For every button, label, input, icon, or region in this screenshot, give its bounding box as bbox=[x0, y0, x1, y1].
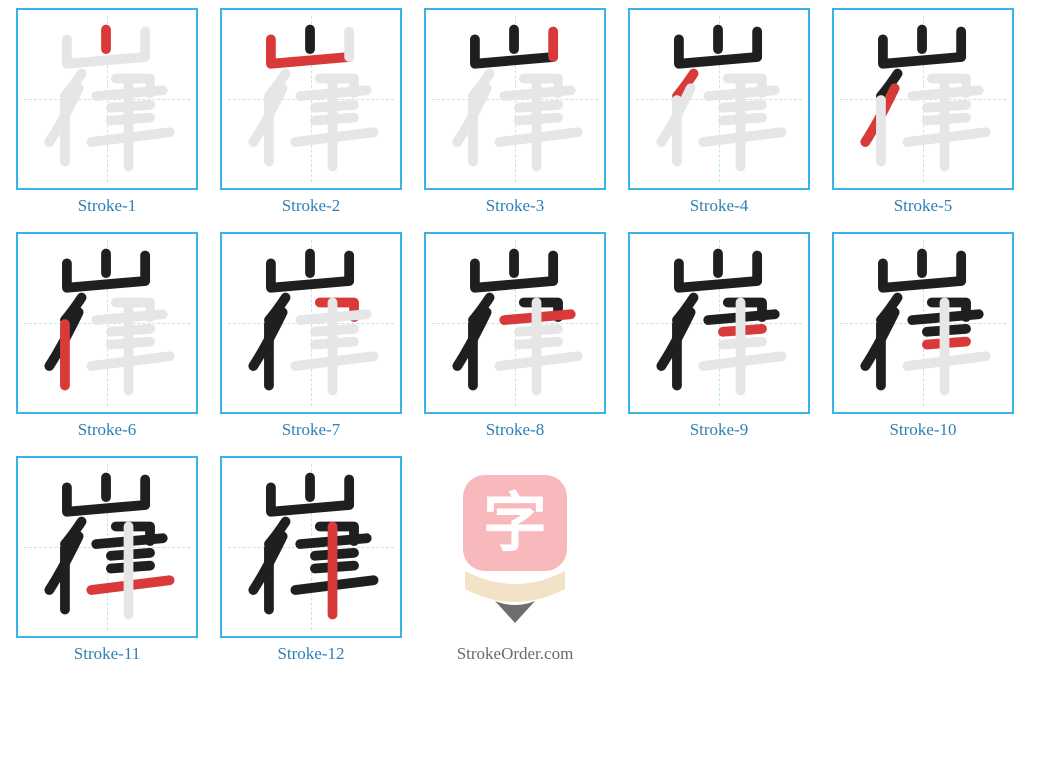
stroke-tile bbox=[16, 232, 198, 414]
stroke-grid: Stroke-1 Stroke-2 Stroke-3 Stroke-4 Stroke-5… bbox=[16, 8, 1036, 664]
glyph-svg bbox=[834, 10, 1012, 188]
glyph-svg bbox=[426, 234, 604, 412]
stroke-cell: Stroke-5 bbox=[832, 8, 1014, 216]
stroke-cell: Stroke-3 bbox=[424, 8, 606, 216]
stroke-caption: Stroke-9 bbox=[690, 420, 749, 440]
glyph-svg bbox=[18, 234, 196, 412]
stroke-cell: Stroke-11 bbox=[16, 456, 198, 664]
glyph-svg bbox=[426, 10, 604, 188]
stroke-caption: Stroke-12 bbox=[277, 644, 344, 664]
stroke-tile bbox=[220, 8, 402, 190]
glyph-svg bbox=[18, 10, 196, 188]
stroke-cell: Stroke-12 bbox=[220, 456, 402, 664]
stroke-cell: Stroke-6 bbox=[16, 232, 198, 440]
stroke-caption: Stroke-1 bbox=[78, 196, 137, 216]
stroke-caption: Stroke-7 bbox=[282, 420, 341, 440]
stroke-tile bbox=[628, 8, 810, 190]
glyph-svg bbox=[222, 10, 400, 188]
stroke-tile bbox=[16, 8, 198, 190]
stroke-cell: Stroke-2 bbox=[220, 8, 402, 216]
stroke-caption: Stroke-4 bbox=[690, 196, 749, 216]
stroke-cell: Stroke-9 bbox=[628, 232, 810, 440]
logo-caption: StrokeOrder.com bbox=[457, 644, 574, 664]
logo-icon: 字 bbox=[445, 467, 585, 627]
stroke-tile bbox=[424, 8, 606, 190]
stroke-cell: Stroke-10 bbox=[832, 232, 1014, 440]
logo-cell: 字 StrokeOrder.com bbox=[424, 456, 606, 664]
svg-text:字: 字 bbox=[483, 488, 547, 559]
stroke-tile bbox=[220, 232, 402, 414]
glyph-svg bbox=[630, 234, 808, 412]
stroke-tile bbox=[628, 232, 810, 414]
stroke-tile bbox=[832, 8, 1014, 190]
stroke-cell: Stroke-7 bbox=[220, 232, 402, 440]
glyph-svg bbox=[834, 234, 1012, 412]
stroke-caption: Stroke-2 bbox=[282, 196, 341, 216]
stroke-tile bbox=[424, 232, 606, 414]
stroke-tile bbox=[220, 456, 402, 638]
glyph-svg bbox=[630, 10, 808, 188]
stroke-caption: Stroke-8 bbox=[486, 420, 545, 440]
stroke-cell: Stroke-4 bbox=[628, 8, 810, 216]
logo-tile: 字 bbox=[424, 456, 606, 638]
glyph-svg bbox=[222, 458, 400, 636]
stroke-caption: Stroke-6 bbox=[78, 420, 137, 440]
stroke-caption: Stroke-5 bbox=[894, 196, 953, 216]
stroke-cell: Stroke-8 bbox=[424, 232, 606, 440]
glyph-svg bbox=[18, 458, 196, 636]
stroke-tile bbox=[832, 232, 1014, 414]
stroke-caption: Stroke-10 bbox=[889, 420, 956, 440]
stroke-tile bbox=[16, 456, 198, 638]
glyph-svg bbox=[222, 234, 400, 412]
stroke-cell: Stroke-1 bbox=[16, 8, 198, 216]
stroke-caption: Stroke-3 bbox=[486, 196, 545, 216]
stroke-caption: Stroke-11 bbox=[74, 644, 140, 664]
